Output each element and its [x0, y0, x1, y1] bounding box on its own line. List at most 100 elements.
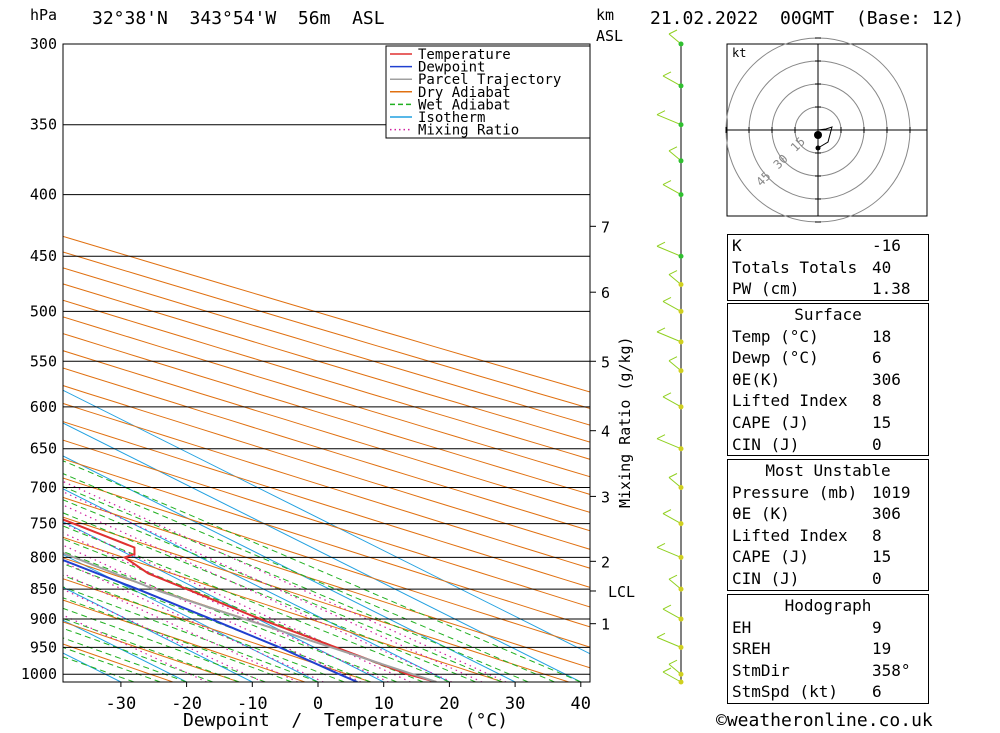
hodograph-point: [815, 145, 821, 151]
mu-value: 1019: [872, 482, 911, 502]
wind-level-dot: [678, 485, 684, 491]
copyright-text: ©weatheronline.co.uk: [716, 710, 933, 731]
lcl-label: LCL: [608, 583, 635, 601]
indices-row-pw: PW (cm) 1.38: [728, 278, 928, 300]
dry-adiabat-line: [63, 439, 590, 608]
wind-barb-flag: [668, 356, 678, 362]
surface-key: θE(K): [732, 369, 781, 389]
wind-barb-flag: [662, 667, 672, 673]
height-tick-label: 1: [601, 616, 610, 634]
mu-key: Pressure (mb): [732, 482, 858, 502]
pressure-tick-label: 400: [30, 186, 57, 204]
mu-key: CIN (J): [732, 568, 800, 588]
wind-barb: [656, 331, 682, 343]
surface-value: 15: [872, 412, 892, 432]
x-tick-label: 10: [373, 694, 393, 714]
height-tick-label: 2: [601, 553, 610, 571]
mu-value: 8: [872, 525, 882, 545]
height-tick-label: 3: [601, 488, 610, 506]
wind-barb: [656, 245, 682, 257]
surface-table: Surface Temp (°C) 18 Dewp (°C) 6 θE(K) 306 …: [727, 303, 929, 457]
pressure-tick-label: 350: [30, 116, 57, 134]
index-name: PW (cm): [732, 279, 800, 299]
series-temperature: [63, 518, 437, 682]
storm-motion-marker: [814, 131, 822, 139]
isotherm-line: [63, 488, 450, 682]
dry-adiabat-line: [63, 367, 590, 532]
mixing-ratio-line: [63, 491, 483, 682]
hodo-value: 9: [872, 617, 882, 637]
dry-adiabat-line: [63, 578, 372, 682]
surface-row: Lifted Index 8: [728, 390, 928, 412]
surface-row: Temp (°C) 18: [728, 326, 928, 348]
wet-adiabat-line: [63, 512, 476, 682]
height-tick-label: 5: [601, 353, 610, 371]
hodo-row: SREH 19: [728, 638, 928, 660]
wind-barb-flag: [662, 604, 672, 610]
wind-barb-flag: [662, 509, 672, 515]
dry-adiabat-line: [63, 350, 590, 513]
height-tick-label: 7: [601, 218, 610, 236]
dry-adiabat-line: [63, 516, 569, 682]
wind-barb-flag: [668, 270, 678, 275]
wind-level-dot: [678, 282, 684, 288]
dry-adiabat-line: [63, 402, 590, 569]
wind-barb-flag: [662, 392, 672, 398]
dry-adiabat-line: [63, 458, 590, 628]
wind-barb-flag: [662, 296, 672, 302]
wind-barb-flag: [656, 434, 666, 440]
hodo-row: StmDir 358°: [728, 660, 928, 682]
hodo-value: 6: [872, 682, 882, 702]
wet-adiabat-line: [63, 460, 581, 682]
wind-barb-flag: [662, 71, 672, 77]
wind-barb: [662, 300, 682, 312]
mu-key: θE (K): [732, 504, 790, 524]
wind-level-dot: [678, 308, 684, 314]
pressure-tick-label: 850: [30, 580, 57, 598]
legend-box: [385, 45, 591, 139]
series-dewpoint: [63, 558, 358, 682]
wind-barb-flag: [656, 110, 666, 116]
wet-adiabat-line: [63, 499, 503, 682]
wet-adiabat-line: [63, 525, 450, 682]
wind-barb-flag: [668, 659, 678, 665]
index-value: -16: [872, 236, 901, 255]
x-tick-label: 30: [505, 694, 525, 714]
location-title: 32°38'N 343°54'W 56m ASL: [92, 8, 385, 29]
hodo-row: StmSpd (kt) 6: [728, 681, 928, 703]
wind-barb-flag: [668, 574, 678, 580]
height-tick-label: 4: [601, 423, 610, 441]
x-tick-label: -30: [106, 694, 137, 714]
hodo-value: 358°: [872, 660, 911, 680]
dry-adiabat-line: [63, 333, 590, 495]
isotherm-line: [63, 422, 582, 682]
hodo-key: StmSpd (kt): [732, 682, 838, 702]
indices-table: K -16 Totals Totals 40 PW (cm) 1.38: [727, 234, 929, 301]
isotherm-line: [63, 389, 590, 655]
hodograph-unit-label: kt: [732, 46, 746, 60]
wind-barb: [662, 396, 682, 408]
wind-barb: [662, 75, 682, 87]
dry-adiabat-line: [63, 599, 306, 682]
wind-level-dot: [678, 554, 684, 560]
index-name: Totals Totals: [732, 257, 858, 277]
mixing-ratio-line: [63, 504, 453, 682]
wind-level-dot: [678, 41, 684, 47]
wind-level-dot: [678, 368, 684, 374]
wind-barb: [662, 671, 682, 683]
dry-adiabat-line: [63, 385, 590, 550]
legend-label: Dewpoint: [418, 60, 485, 76]
x-tick-label: 20: [439, 694, 459, 714]
hodograph-trace: [817, 126, 833, 149]
wind-barb-flag: [662, 180, 672, 186]
surface-key: CIN (J): [732, 434, 800, 454]
series-parcel-trajectory: [63, 552, 437, 682]
x-tick-label: -20: [171, 694, 202, 714]
datetime-title: 21.02.2022 00GMT (Base: 12): [650, 8, 965, 29]
wind-level-dot: [678, 671, 684, 677]
surface-value: 306: [872, 369, 901, 389]
mu-value: 15: [872, 547, 892, 567]
surface-key: Dewp (°C): [732, 348, 819, 368]
wind-barb: [668, 274, 682, 285]
